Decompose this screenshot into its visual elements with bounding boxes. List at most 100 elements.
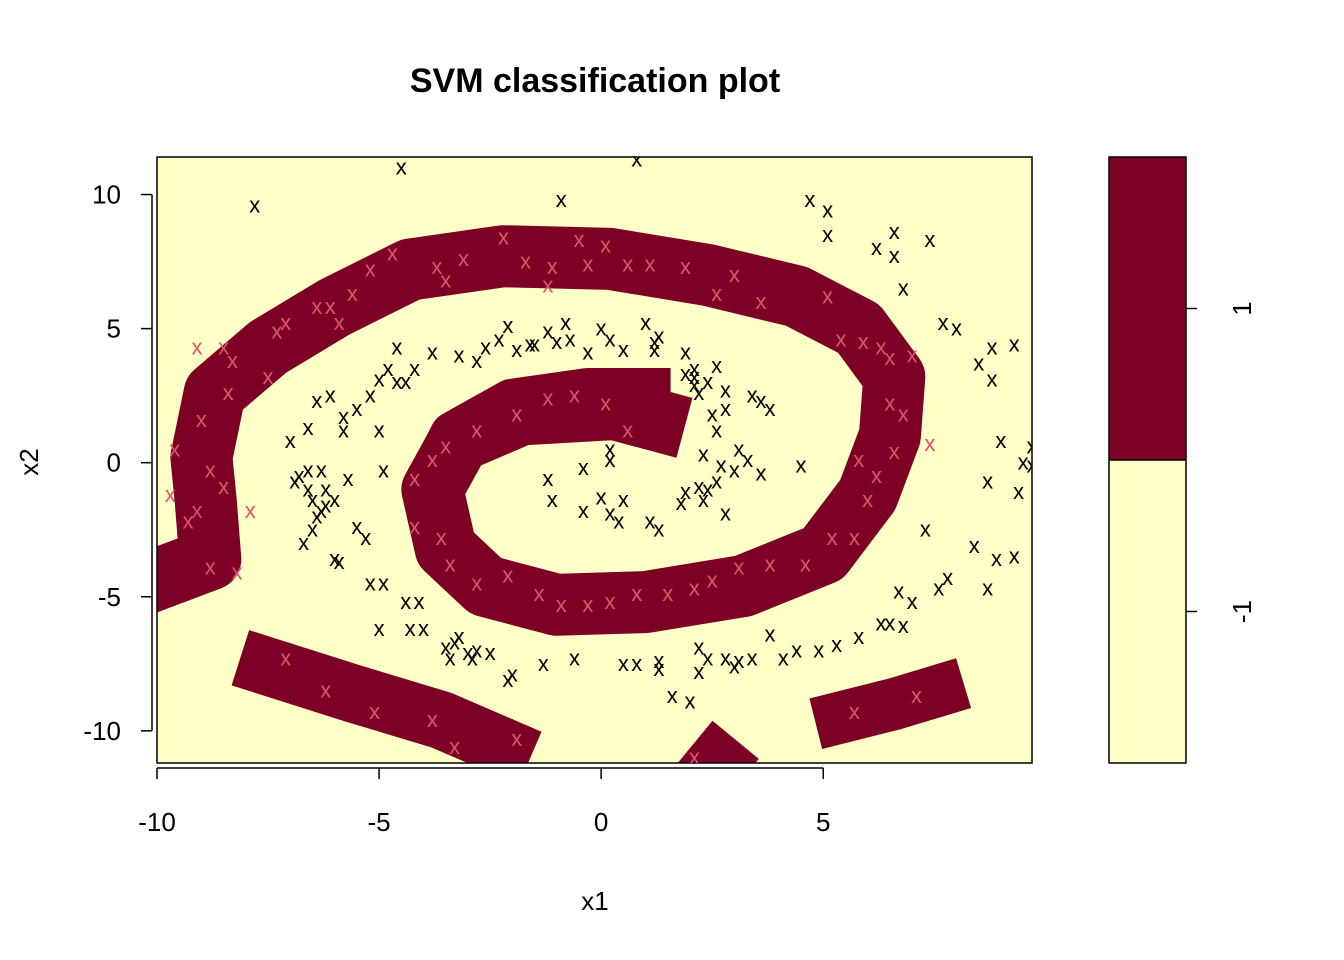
legend-label: 1	[1227, 301, 1257, 315]
data-point-class-neg: x	[596, 316, 607, 341]
data-point-class-pos: x	[729, 262, 740, 287]
data-point-class-neg: x	[987, 334, 998, 359]
data-point-class-pos: x	[365, 257, 376, 282]
data-point-class-neg: x	[320, 493, 331, 518]
data-point-class-neg: x	[676, 490, 687, 515]
data-point-class-pos: x	[227, 348, 238, 373]
data-point-class-pos: x	[645, 251, 656, 276]
y-tick-label: -10	[83, 716, 121, 746]
data-point-class-neg: x	[729, 653, 740, 678]
data-point-class-pos: x	[427, 707, 438, 732]
data-point-class-pos: x	[733, 554, 744, 579]
data-point-class-pos: x	[511, 726, 522, 751]
data-point-class-pos: x	[662, 581, 673, 606]
data-point-class-pos: x	[600, 391, 611, 416]
data-point-class-pos: x	[898, 401, 909, 426]
data-point-class-neg: x	[893, 578, 904, 603]
data-point-class-pos: x	[884, 391, 895, 416]
data-point-class-neg: x	[382, 356, 393, 381]
data-point-class-neg: x	[556, 187, 567, 212]
data-point-class-pos: x	[334, 310, 345, 335]
data-point-class-pos: x	[756, 289, 767, 314]
data-point-class-neg: x	[733, 648, 744, 673]
data-point-class-neg: x	[711, 418, 722, 443]
data-point-class-neg: x	[889, 243, 900, 268]
data-point-class-neg: x	[525, 332, 536, 357]
data-point-class-neg: x	[285, 428, 296, 453]
data-point-class-neg: x	[645, 509, 656, 534]
data-point-class-pos: x	[582, 592, 593, 617]
data-point-class-neg: x	[933, 576, 944, 601]
data-point-class-neg: x	[831, 632, 842, 657]
y-axis: -10 -5 0 5 10	[83, 180, 153, 746]
data-point-class-neg: x	[693, 659, 704, 684]
data-point-class-neg: x	[982, 468, 993, 493]
data-point-class-pos: x	[347, 281, 358, 306]
data-point-class-pos: x	[631, 581, 642, 606]
data-point-class-neg: x	[325, 383, 336, 408]
data-point-class-pos: x	[582, 251, 593, 276]
data-point-class-neg: x	[400, 369, 411, 394]
data-point-class-neg: x	[720, 377, 731, 402]
data-point-class-neg: x	[400, 589, 411, 614]
data-point-class-pos: x	[409, 514, 420, 539]
data-point-class-neg: x	[631, 147, 642, 172]
data-point-class-neg: x	[454, 624, 465, 649]
data-point-class-pos: x	[569, 383, 580, 408]
data-point-class-pos: x	[325, 294, 336, 319]
data-point-class-neg: x	[698, 487, 709, 512]
region-positive-lower-right	[809, 658, 972, 749]
data-point-class-pos: x	[191, 498, 202, 523]
data-point-class-neg: x	[303, 458, 314, 483]
data-point-class-neg: x	[711, 353, 722, 378]
data-point-class-neg: x	[303, 476, 314, 501]
data-point-class-pos: x	[471, 570, 482, 595]
data-point-class-neg: x	[440, 635, 451, 660]
data-point-class-neg: x	[391, 369, 402, 394]
data-point-class-pos: x	[458, 246, 469, 271]
data-point-class-neg: x	[351, 514, 362, 539]
data-point-class-pos: x	[605, 589, 616, 614]
data-point-class-neg: x	[716, 452, 727, 477]
data-point-class-neg: x	[680, 479, 691, 504]
data-point-class-neg: x	[631, 651, 642, 676]
data-point-class-pos: x	[622, 418, 633, 443]
data-point-class-pos: x	[862, 487, 873, 512]
data-point-class-neg: x	[294, 463, 305, 488]
data-point-class-pos: x	[853, 447, 864, 472]
data-point-class-neg: x	[374, 616, 385, 641]
data-point-class-neg: x	[329, 487, 340, 512]
data-point-class-neg: x	[982, 576, 993, 601]
data-point-class-neg: x	[813, 637, 824, 662]
data-point-class-neg: x	[511, 337, 522, 362]
data-point-class-neg: x	[702, 476, 713, 501]
data-point-class-neg: x	[542, 466, 553, 491]
data-point-class-neg: x	[684, 688, 695, 713]
data-point-class-pos: x	[875, 334, 886, 359]
data-point-class-neg: x	[756, 460, 767, 485]
x-axis: -10 -5 0 5	[138, 767, 830, 837]
data-point-class-neg: x	[582, 340, 593, 365]
data-point-class-pos: x	[827, 525, 838, 550]
data-point-class-pos: x	[311, 294, 322, 319]
data-point-class-neg: x	[884, 611, 895, 636]
data-point-class-neg: x	[605, 447, 616, 472]
data-point-class-neg: x	[689, 372, 700, 397]
data-point-class-pos: x	[436, 525, 447, 550]
data-point-class-pos: x	[689, 745, 700, 770]
data-point-class-pos: x	[205, 458, 216, 483]
data-point-class-neg: x	[907, 589, 918, 614]
data-point-class-neg: x	[502, 667, 513, 692]
data-point-class-neg: x	[747, 383, 758, 408]
data-point-class-neg: x	[618, 337, 629, 362]
data-point-class-neg: x	[316, 498, 327, 523]
x-tick-label: 0	[594, 807, 608, 837]
data-point-class-neg: x	[427, 340, 438, 365]
data-point-class-neg: x	[938, 310, 949, 335]
data-point-class-neg: x	[320, 476, 331, 501]
data-point-class-neg: x	[471, 348, 482, 373]
data-point-class-neg: x	[409, 356, 420, 381]
data-point-class-neg: x	[680, 340, 691, 365]
data-point-class-neg: x	[871, 235, 882, 260]
